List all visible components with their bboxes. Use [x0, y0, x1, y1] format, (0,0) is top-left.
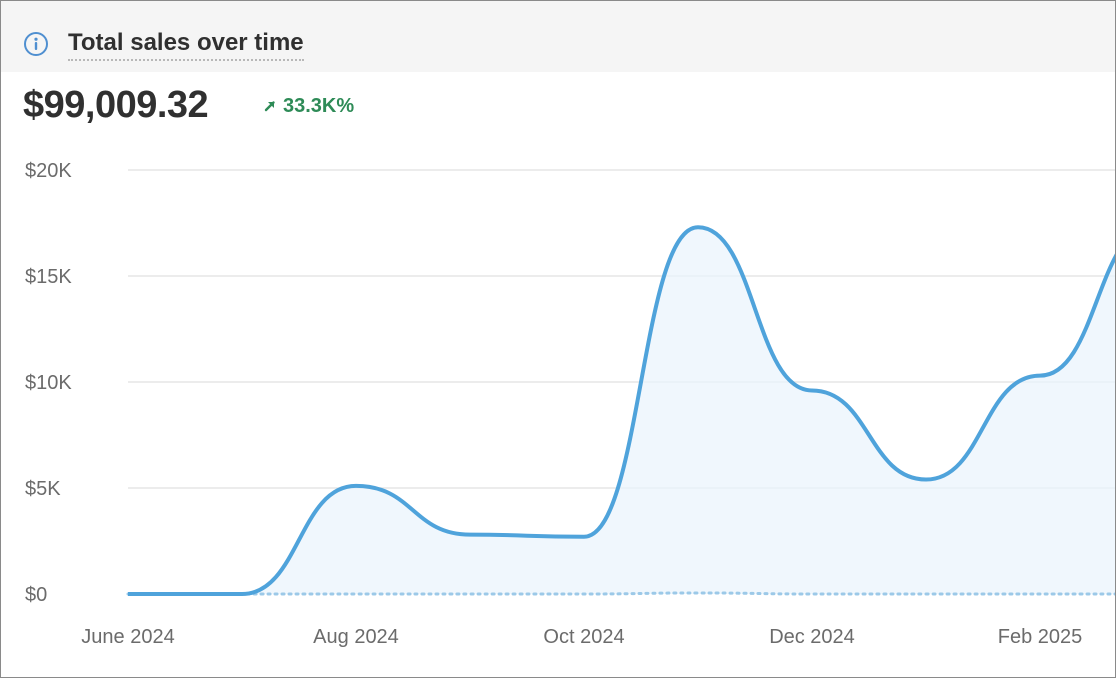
- data-point[interactable]: [464, 529, 476, 541]
- data-point[interactable]: [1034, 370, 1046, 382]
- y-tick-label: $0: [25, 584, 47, 606]
- y-tick-label: $15K: [25, 266, 72, 288]
- y-tick-label: $20K: [25, 160, 72, 182]
- change-indicator: 33.3K%: [263, 94, 354, 118]
- y-tick-label: $5K: [25, 478, 61, 500]
- grid-lines: [128, 169, 1115, 489]
- card-header: Total sales over time: [1, 1, 1115, 72]
- x-tick-label: Oct 2024: [543, 626, 624, 648]
- sales-area-fill: [128, 227, 1115, 594]
- data-point[interactable]: [692, 221, 704, 233]
- comparison-series-line: [126, 591, 1115, 596]
- data-point[interactable]: [806, 384, 818, 396]
- y-tick-label: $10K: [25, 372, 72, 394]
- info-circle-icon[interactable]: [23, 31, 49, 57]
- data-point[interactable]: [236, 588, 248, 600]
- data-point[interactable]: [350, 480, 362, 492]
- data-point[interactable]: [578, 531, 590, 543]
- chart-title[interactable]: Total sales over time: [68, 28, 304, 61]
- total-sales-value: $99,009.32: [23, 84, 209, 126]
- y-axis-labels: $0 $5K $10K $15K $20K: [25, 160, 72, 606]
- data-point[interactable]: [122, 588, 134, 600]
- x-tick-label: Feb 2025: [998, 626, 1083, 648]
- x-axis-labels: June 2024 Aug 2024 Oct 2024 Dec 2024 Feb 202…: [81, 626, 1082, 648]
- data-point[interactable]: [920, 474, 932, 486]
- change-percent: 33.3K%: [283, 95, 355, 117]
- x-tick-label: Aug 2024: [313, 626, 399, 648]
- arrow-up-right-icon: [264, 101, 275, 112]
- sales-series-line: [128, 225, 1115, 596]
- x-tick-label: Dec 2024: [769, 626, 855, 648]
- x-tick-label: June 2024: [81, 626, 174, 648]
